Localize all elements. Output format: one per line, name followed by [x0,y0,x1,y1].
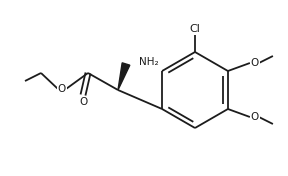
Text: O: O [79,97,87,107]
Text: O: O [251,58,259,68]
Text: Cl: Cl [190,24,200,34]
Text: O: O [58,84,66,94]
Polygon shape [118,63,130,90]
Text: O: O [251,112,259,122]
Text: NH₂: NH₂ [139,57,159,67]
